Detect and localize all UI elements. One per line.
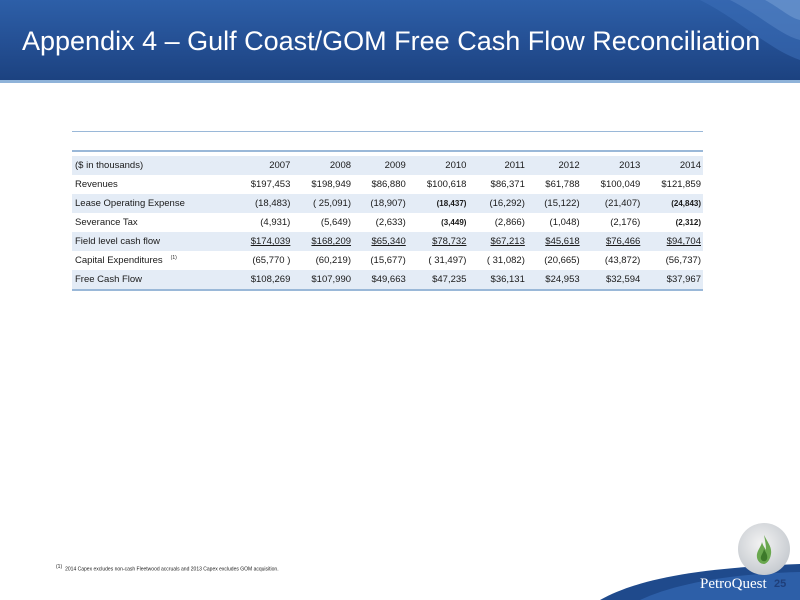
table-cell: $100,618: [426, 179, 467, 190]
table-cell: (4,931): [260, 217, 291, 228]
table-cell: $24,953: [526, 270, 582, 291]
table-row-capital-expenditures: Capital Expenditures (1) (65,770 ) (60,21…: [72, 251, 703, 270]
free-cash-flow-table: ($ in thousands) 2007 2008 2009 2010 201…: [72, 156, 703, 291]
table-cell: ( 31,082): [486, 255, 525, 266]
table-top-rule: [72, 131, 703, 132]
table-row-field-level-cash-flow: Field level cash flow $174,039 $168,209 …: [72, 232, 703, 251]
table-header-row: ($ in thousands) 2007 2008 2009 2010 201…: [72, 156, 703, 175]
table-cell: $61,788: [545, 179, 580, 190]
table-cell: $86,880: [371, 179, 406, 190]
table-cell: $100,049: [600, 179, 641, 190]
row-label: Severance Tax: [75, 217, 138, 228]
year-header: 2009: [384, 160, 406, 171]
table-row-lease-operating-expense: Lease Operating Expense (18,483) ( 25,09…: [72, 194, 703, 213]
year-header: 2008: [329, 160, 352, 171]
table-cell: $121,859: [661, 179, 701, 190]
year-header: 2011: [504, 160, 525, 171]
logo-flame-icon: [738, 523, 790, 575]
table-cell: (2,176): [610, 217, 641, 228]
table-cell: $107,990: [292, 270, 354, 291]
table-cell: ( 25,091): [312, 198, 352, 209]
table-cell: $36,131: [468, 270, 527, 291]
table-cell: $49,663: [353, 270, 408, 291]
title-bar: Appendix 4 – Gulf Coast/GOM Free Cash Fl…: [0, 0, 800, 80]
row-label-text: Capital Expenditures: [75, 255, 163, 267]
table-cell: $86,371: [490, 179, 525, 190]
table-cell: (1,048): [549, 217, 580, 228]
table-cell: (24,843): [671, 199, 701, 208]
table-cell: (16,292): [489, 198, 525, 209]
table-cell: (56,737): [665, 255, 701, 266]
header-swoosh-graphic: [700, 0, 800, 60]
year-header: 2010: [445, 160, 467, 171]
table-cell: (18,483): [254, 198, 291, 209]
table-cell: ( 31,497): [428, 255, 467, 266]
table-cell: (18,437): [436, 199, 467, 208]
table-cell: $198,949: [311, 179, 352, 190]
footnote-marker: (1): [56, 564, 63, 570]
table-cell: (21,407): [604, 198, 641, 209]
table-cell: (60,219): [315, 255, 352, 266]
table-cell: (2,312): [675, 218, 701, 227]
page-number: 25: [774, 578, 787, 590]
table-cell: $174,039: [250, 236, 291, 247]
table-cell: (3,449): [441, 218, 467, 227]
table-cell: (43,872): [604, 255, 641, 266]
table-cell: (20,665): [544, 255, 580, 266]
row-label: Lease Operating Expense: [75, 198, 185, 209]
header-divider: [0, 80, 800, 83]
table-cell: $168,209: [311, 236, 352, 247]
table-cell: $197,453: [250, 179, 291, 190]
table-cell: $47,235: [407, 270, 469, 291]
table-cell: $78,732: [432, 236, 467, 247]
unit-label: ($ in thousands): [75, 160, 144, 171]
table-cell: (15,677): [370, 255, 406, 266]
table-row-free-cash-flow: Free Cash Flow $108,269 $107,990 $49,663…: [72, 270, 703, 291]
table-cell: (2,633): [375, 217, 406, 228]
footnote-text: 2014 Capex excludes non-cash Fleetwood a…: [65, 566, 279, 573]
table-cell: (18,907): [370, 198, 406, 209]
year-header: 2013: [619, 160, 641, 171]
footnote-marker: (1): [170, 254, 177, 261]
row-label: Revenues: [75, 179, 118, 190]
year-header: 2007: [269, 160, 291, 171]
footnote: (1) 2014 Capex excludes non-cash Fleetwoo…: [56, 564, 279, 573]
table-row-severance-tax: Severance Tax (4,931) (5,649) (2,633) (3…: [72, 213, 703, 232]
table-header-rule: [72, 150, 703, 152]
table-cell: (5,649): [320, 217, 352, 228]
table-cell: $37,967: [642, 270, 703, 291]
row-label: Field level cash flow: [75, 236, 161, 247]
row-label: Capital Expenditures (1): [72, 251, 232, 270]
table-cell: $45,618: [545, 236, 580, 247]
table-cell: (15,122): [544, 198, 580, 209]
page-title: Appendix 4 – Gulf Coast/GOM Free Cash Fl…: [22, 26, 761, 56]
table-cell: $32,594: [581, 270, 643, 291]
table-row-revenues: Revenues $197,453 $198,949 $86,880 $100,…: [72, 175, 703, 194]
table-cell: $76,466: [605, 236, 641, 247]
footer-band-graphic: [600, 564, 800, 600]
row-label: Free Cash Flow: [72, 270, 232, 291]
table-cell: $108,269: [231, 270, 293, 291]
table-cell: (2,866): [494, 217, 525, 228]
year-header: 2012: [558, 160, 580, 171]
table-cell: $67,213: [490, 236, 525, 247]
table-cell: $94,704: [666, 236, 701, 247]
table-cell: (65,770 ): [252, 255, 291, 266]
table-cell: $65,340: [371, 236, 406, 247]
year-header: 2014: [679, 160, 701, 171]
brand-logo-text: PetroQuest: [700, 576, 767, 592]
